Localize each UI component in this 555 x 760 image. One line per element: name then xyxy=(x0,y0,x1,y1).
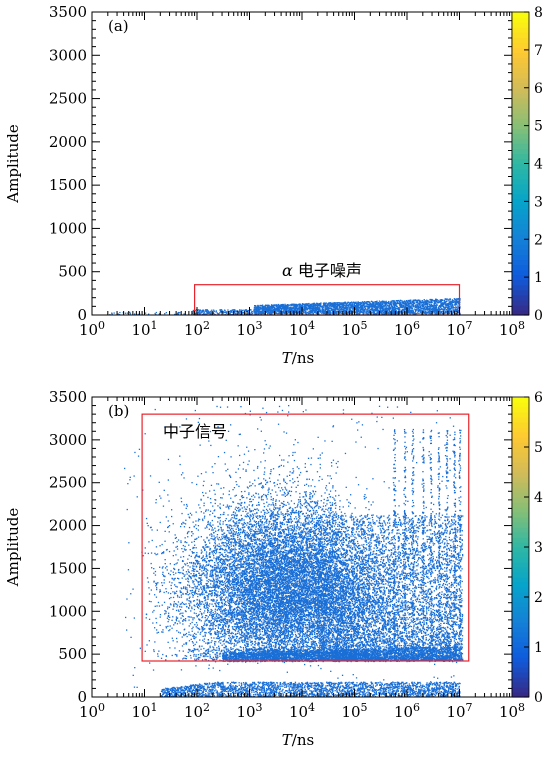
colorbar-tick-label: 0 xyxy=(534,308,543,324)
x-tick-label: 105 xyxy=(341,319,367,339)
y-tick-label: 2000 xyxy=(49,133,87,151)
colorbar-tick-label: 1 xyxy=(534,640,543,656)
x-tick-label: 103 xyxy=(236,319,262,339)
colorbar-tick-label: 7 xyxy=(534,43,543,59)
colorbar-tick-label: 5 xyxy=(534,440,543,456)
scatter-points xyxy=(124,405,464,697)
y-tick-label: 1000 xyxy=(49,219,87,237)
y-axis-label: Amplitude xyxy=(4,124,22,204)
x-tick-label: 108 xyxy=(499,319,525,339)
y-tick-label: 3000 xyxy=(49,431,87,449)
scatter-points xyxy=(109,297,461,315)
colorbar-tick-label: 6 xyxy=(534,390,543,406)
y-tick-label: 500 xyxy=(58,645,87,663)
x-tick-label: 106 xyxy=(394,701,420,721)
colorbar-tick-label: 4 xyxy=(534,490,543,506)
x-tick-label: 102 xyxy=(184,701,210,721)
y-tick-label: 2000 xyxy=(49,517,87,535)
chart-panel-a: 100 101 102 103 104 105 106 107 1080500100015002… xyxy=(4,3,543,367)
x-tick-label: 108 xyxy=(499,701,525,721)
colorbar-tick-label: 3 xyxy=(534,194,543,210)
y-tick-label: 3000 xyxy=(49,46,87,64)
panel-label: (a) xyxy=(108,17,129,35)
colorbar-tick-label: 2 xyxy=(534,232,543,248)
annotation-label: 中子信号 xyxy=(163,422,227,441)
y-tick-label: 3500 xyxy=(49,388,87,406)
y-tick-label: 2500 xyxy=(49,474,87,492)
x-tick-label: 105 xyxy=(341,701,367,721)
y-tick-label: 0 xyxy=(77,688,87,706)
x-tick-label: 100 xyxy=(79,319,105,339)
x-tick-label: 100 xyxy=(79,701,105,721)
selection-box xyxy=(141,413,470,662)
x-tick-label: 107 xyxy=(446,319,472,339)
x-axis-label: T/ns xyxy=(282,349,314,367)
y-tick-label: 500 xyxy=(58,263,87,281)
colorbar: 0 1 2 3 4 5 6 xyxy=(511,390,543,706)
x-tick-label: 106 xyxy=(394,319,420,339)
chart-panel-b: 100 101 102 103 104 105 106 107 1080500100015002… xyxy=(4,388,543,749)
colorbar-tick-label: 6 xyxy=(534,81,543,97)
x-tick-label: 101 xyxy=(131,701,157,721)
colorbar: 0 1 2 3 4 5 6 7 8 xyxy=(511,5,543,324)
colorbar-tick-label: 0 xyxy=(534,690,543,706)
colorbar-tick-label: 2 xyxy=(534,590,543,606)
y-tick-label: 3500 xyxy=(49,3,87,21)
colorbar-tick-label: 5 xyxy=(534,119,543,135)
colorbar-tick-label: 1 xyxy=(534,270,543,286)
x-tick-label: 107 xyxy=(446,701,472,721)
x-tick-label: 102 xyxy=(184,319,210,339)
y-tick-label: 2500 xyxy=(49,90,87,108)
x-tick-label: 104 xyxy=(289,701,315,721)
colorbar-tick-label: 8 xyxy=(534,5,543,21)
y-axis-label: Amplitude xyxy=(4,508,22,588)
y-tick-label: 1500 xyxy=(49,559,87,577)
annotation-label: α 电子噪声 xyxy=(282,261,362,280)
y-tick-label: 0 xyxy=(77,306,87,324)
x-tick-label: 101 xyxy=(131,319,157,339)
colorbar-tick-label: 4 xyxy=(534,157,543,173)
x-tick-label: 104 xyxy=(289,319,315,339)
panel-label: (b) xyxy=(108,402,129,420)
y-tick-label: 1000 xyxy=(49,602,87,620)
x-tick-label: 103 xyxy=(236,701,262,721)
x-axis-label: T/ns xyxy=(282,731,314,749)
y-tick-label: 1500 xyxy=(49,176,87,194)
colorbar-tick-label: 3 xyxy=(534,540,543,556)
